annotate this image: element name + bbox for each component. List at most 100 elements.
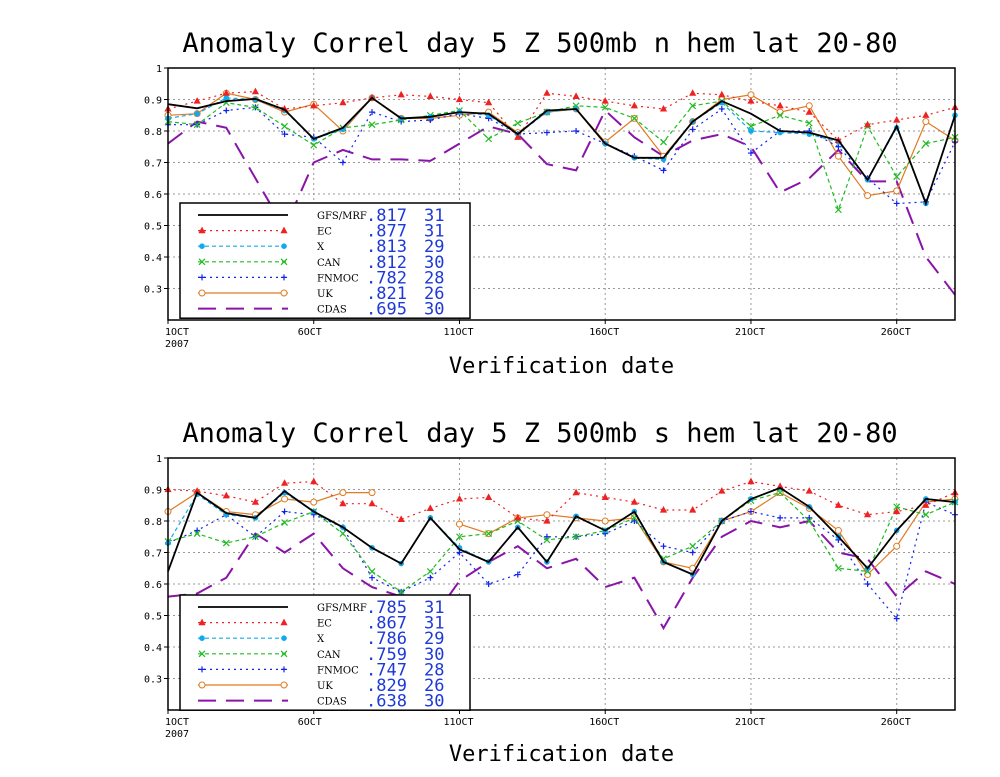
data-point-ec	[776, 101, 784, 109]
legend-entry: X	[317, 634, 325, 645]
data-point-fnmoc	[485, 581, 492, 587]
legend-entry: UK	[317, 289, 333, 300]
data-point-uk	[893, 542, 901, 550]
data-point-fnmoc	[893, 200, 900, 207]
data-point-can	[689, 542, 697, 550]
data-point-ec	[572, 92, 580, 99]
legend-marker	[280, 258, 288, 266]
data-point-ec	[893, 507, 901, 515]
data-point-uk	[455, 520, 463, 528]
legend-entry: CAN	[317, 650, 341, 661]
data-point-ec	[805, 108, 813, 115]
legend-marker	[199, 635, 205, 641]
data-point-can	[805, 119, 813, 127]
data-point-can	[689, 102, 697, 110]
legend-marker	[280, 650, 288, 658]
data-point-can	[660, 138, 667, 146]
legend-entry: GFS/MRF	[317, 603, 367, 614]
legend-marker	[198, 618, 206, 626]
data-point-fnmoc	[777, 514, 784, 521]
data-point-ec	[863, 120, 872, 128]
data-point-x	[748, 128, 754, 134]
x-axis-label: Verification date	[449, 742, 674, 767]
x-tick-label: 26OCT	[881, 717, 911, 728]
data-point-fnmoc	[893, 615, 900, 622]
data-point-can	[834, 206, 842, 214]
data-point-can	[572, 533, 580, 541]
data-point-x	[194, 110, 200, 117]
legend-marker	[280, 289, 288, 297]
data-point-can	[252, 103, 259, 111]
data-point-ec	[222, 89, 230, 96]
data-point-ec	[543, 517, 551, 524]
x-tick-label: 11OCT	[443, 717, 473, 728]
x-tick-label: 11OCT	[443, 327, 473, 338]
data-point-can	[310, 141, 318, 149]
x-tick-label: 6OCT	[298, 327, 322, 338]
legend-marker	[198, 226, 206, 234]
data-point-fnmoc	[747, 150, 754, 157]
series-line-fnmoc	[167, 501, 956, 620]
data-point-can	[222, 539, 230, 547]
legend-stat-mean: .786	[366, 629, 407, 649]
data-point-can	[893, 173, 901, 181]
data-point-fnmoc	[223, 107, 230, 114]
legend-marker	[199, 274, 205, 281]
data-point-can	[893, 503, 901, 511]
data-point-can	[630, 114, 638, 122]
data-point-ec	[718, 487, 726, 494]
x-tick-label: 1OCT	[165, 327, 189, 338]
data-point-ec	[543, 89, 551, 96]
legend-stat-count: 28	[424, 268, 444, 288]
data-point-fnmoc	[573, 128, 580, 134]
data-point-can	[834, 564, 842, 572]
data-point-fnmoc	[543, 533, 550, 540]
legend-marker	[280, 681, 288, 689]
legend-stat-mean: .813	[366, 237, 407, 257]
legend-entry: EC	[317, 227, 332, 238]
series-line-ec	[167, 90, 956, 142]
y-tick-label: 0.8	[144, 127, 162, 138]
data-point-fnmoc	[514, 571, 521, 578]
legend-marker	[280, 618, 288, 626]
legend-stat-count: 31	[424, 614, 444, 634]
legend-marker	[281, 666, 287, 673]
series-line-cdas	[167, 519, 956, 631]
data-point-fnmoc	[660, 167, 667, 174]
s-hem-panel: Anomaly Correl day 5 Z 500mb s hem lat 2…	[144, 418, 959, 767]
data-point-ec	[776, 482, 784, 489]
data-point-ec	[280, 104, 289, 112]
data-point-fnmoc	[427, 574, 434, 581]
legend-stat-count: 31	[424, 206, 444, 226]
data-point-ec	[689, 89, 697, 96]
data-point-can	[368, 567, 376, 575]
data-point-uk	[601, 517, 609, 525]
data-point-ec	[747, 477, 755, 485]
y-tick-label: 0.4	[144, 253, 162, 264]
x-tick-label: 21OCT	[735, 717, 765, 728]
data-point-fnmoc	[339, 159, 346, 166]
y-tick-label: 0.3	[144, 285, 162, 296]
data-point-fnmoc	[660, 543, 667, 550]
data-point-fnmoc	[689, 126, 696, 133]
data-point-ec	[280, 479, 289, 486]
data-point-ec	[630, 101, 638, 109]
data-point-uk	[281, 495, 289, 503]
y-tick-label: 1	[156, 64, 162, 75]
legend-marker	[198, 258, 206, 266]
legend-stat-mean: .759	[366, 645, 407, 665]
x-tick-label: 21OCT	[735, 327, 765, 338]
data-point-uk	[776, 108, 784, 116]
data-point-ec	[659, 104, 668, 112]
data-point-ec	[572, 488, 580, 496]
data-point-ec	[455, 494, 464, 502]
plot-frame	[167, 67, 956, 321]
data-point-fnmoc	[631, 518, 638, 524]
x-tick-label: 6OCT	[298, 717, 322, 728]
legend-stat-mean: .782	[366, 268, 407, 288]
y-tick-label: 0.3	[144, 675, 162, 686]
data-point-x	[223, 95, 230, 101]
data-point-ec	[805, 487, 813, 494]
data-point-ec	[251, 87, 260, 95]
data-point-ec	[310, 101, 318, 109]
